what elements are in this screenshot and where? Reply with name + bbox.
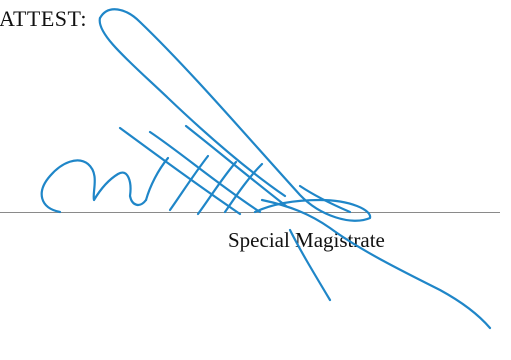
attest-label: ATTEST: (0, 6, 87, 31)
signature-line (0, 212, 500, 213)
signer-title: Special Magistrate (228, 228, 385, 252)
